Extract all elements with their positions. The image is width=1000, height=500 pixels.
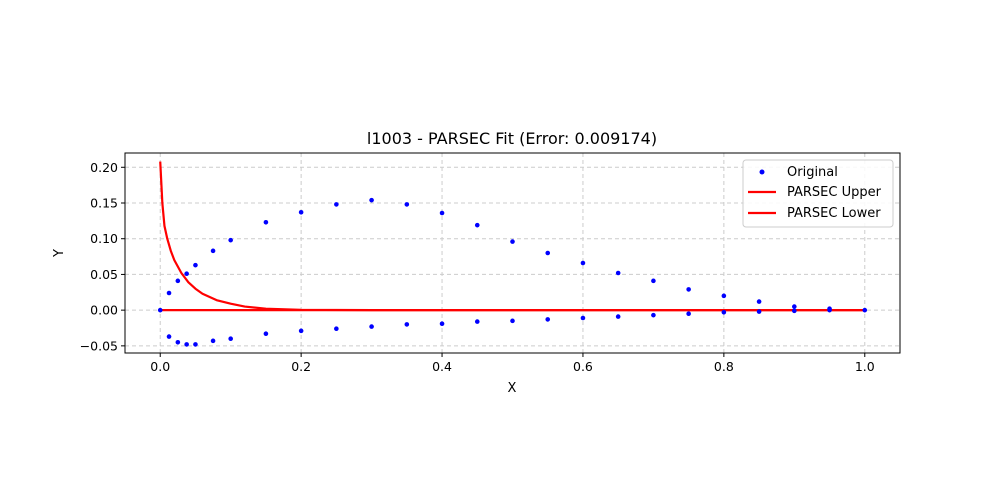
y-tick-label: 0.20 (90, 160, 118, 175)
x-tick-label: 0.8 (714, 359, 734, 374)
legend: Original PARSEC Upper PARSEC Lower (742, 159, 894, 228)
scatter-point (210, 338, 216, 344)
scatter-point (721, 293, 727, 299)
scatter-point (184, 271, 189, 277)
scatter-point (721, 309, 727, 315)
scatter-point (615, 314, 621, 319)
scatter-point (756, 309, 762, 314)
scatter-point (439, 321, 445, 327)
plot-area (157, 161, 868, 347)
scatter-point (615, 270, 621, 276)
scatter-point (474, 319, 480, 324)
chart-title: l1003 - PARSEC Fit (Error: 0.009174) (367, 129, 657, 148)
y-axis: −0.05 0.00 0.05 0.10 0.15 0.20 (80, 160, 125, 353)
scatter-point (184, 342, 189, 347)
scatter-point (545, 250, 551, 256)
scatter-point (263, 331, 269, 337)
x-tick-label: 0.4 (432, 359, 452, 374)
scatter-point (193, 262, 198, 268)
scatter-point (545, 317, 551, 322)
scatter-point (862, 307, 868, 313)
y-tick-label: 0.10 (90, 231, 118, 246)
y-axis-label: Y (52, 249, 67, 258)
x-tick-label: 0.2 (291, 359, 311, 374)
legend-label-original: Original (787, 165, 838, 180)
scatter-point (175, 339, 181, 345)
scatter-point (263, 219, 269, 225)
scatter-point (210, 248, 216, 254)
x-tick-label: 1.0 (855, 359, 875, 374)
scatter-point (228, 336, 233, 342)
scatter-point (404, 322, 410, 327)
x-axis: 0.0 0.2 0.4 0.6 0.8 1.0 (150, 353, 875, 374)
y-tick-label: −0.05 (80, 338, 118, 353)
scatter-point (651, 278, 656, 284)
scatter-point (686, 311, 691, 317)
scatter-point (474, 222, 480, 228)
scatter-point (580, 260, 586, 266)
legend-marker-original (759, 169, 765, 175)
scatter-point (298, 209, 304, 215)
scatter-point (193, 342, 198, 347)
scatter-point (439, 210, 445, 216)
y-tick-label: 0.15 (90, 196, 118, 211)
legend-box (742, 159, 894, 228)
y-tick-label: 0.00 (90, 303, 118, 318)
scatter-point (792, 308, 797, 314)
y-tick-label: 0.05 (90, 267, 118, 282)
scatter-point (166, 290, 172, 296)
scatter-point (580, 315, 586, 321)
scatter-point (228, 237, 233, 243)
scatter-point (686, 287, 691, 292)
x-tick-label: 0.0 (150, 359, 170, 374)
scatter-point (827, 307, 832, 313)
x-axis-label: X (508, 381, 517, 396)
axes-frame (124, 152, 901, 354)
scatter-point (792, 304, 797, 309)
legend-label-parsec-upper: PARSEC Upper (787, 185, 882, 200)
scatter-point (298, 328, 304, 334)
scatter-point (651, 312, 656, 318)
legend-label-parsec-lower: PARSEC Lower (787, 206, 881, 221)
scatter-point (157, 307, 163, 313)
x-tick-label: 0.6 (573, 359, 593, 374)
scatter-point (175, 278, 181, 284)
scatter-point (404, 202, 410, 207)
scatter-point (334, 202, 339, 207)
scatter-point (369, 324, 374, 329)
scatter-point (510, 318, 515, 324)
scatter-point (756, 299, 762, 304)
scatter-point (369, 197, 374, 203)
scatter-point (510, 239, 515, 244)
scatter-point (166, 334, 172, 339)
scatter-point (334, 326, 339, 332)
